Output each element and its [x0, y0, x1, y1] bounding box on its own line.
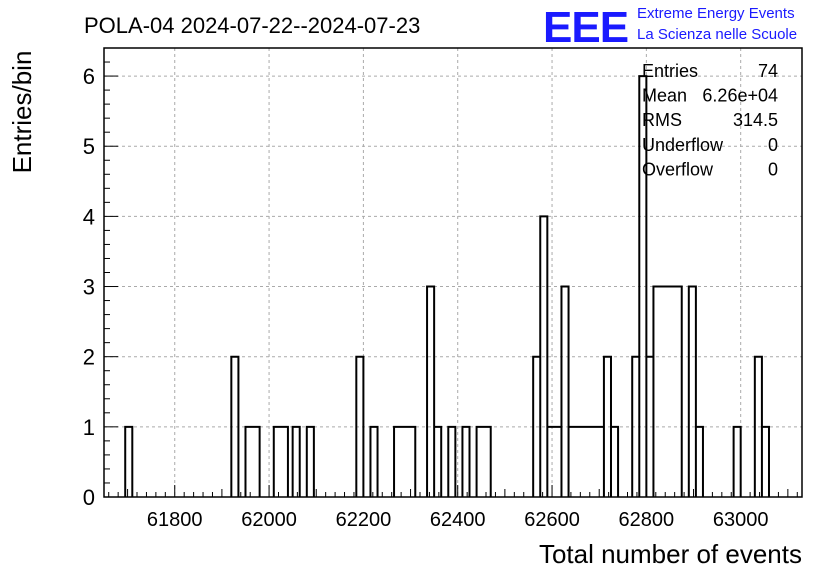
histogram-bin	[547, 427, 561, 497]
stats-value: 0	[768, 159, 778, 179]
logo-line-1: Extreme Energy Events	[637, 5, 795, 22]
histogram-bin	[561, 287, 568, 497]
stats-value: 74	[758, 61, 778, 81]
histogram-bin	[231, 357, 238, 497]
histogram-bin	[370, 427, 377, 497]
histogram-bin	[755, 357, 762, 497]
histogram-bin	[533, 357, 540, 497]
histogram-bin	[696, 427, 703, 497]
x-tick-label: 62400	[430, 509, 486, 531]
stats-label: Overflow	[642, 159, 714, 179]
y-axis-label: Entries/bin	[7, 51, 37, 174]
histogram-bars	[124, 75, 770, 497]
histogram-bin	[394, 427, 415, 497]
stats-value: 314.5	[733, 110, 778, 130]
histogram-bin	[762, 427, 769, 497]
y-tick-label: 2	[83, 345, 95, 370]
histogram-bin	[462, 427, 469, 497]
stats-label: Underflow	[642, 135, 724, 155]
x-tick-label: 61800	[147, 509, 203, 531]
x-tick-label: 62800	[619, 509, 675, 531]
x-tick-label: 63000	[713, 509, 769, 531]
histogram-bin	[689, 287, 696, 497]
x-tick-label: 62200	[336, 509, 392, 531]
logo-mark: EEE	[543, 3, 628, 52]
histogram-bin	[448, 427, 455, 497]
x-axis-label: Total number of events	[539, 539, 802, 569]
histogram-bin	[632, 357, 639, 497]
histogram-bin	[307, 427, 314, 497]
histogram-bin	[604, 357, 611, 497]
histogram-outline	[124, 75, 770, 497]
histogram-bin	[611, 427, 618, 497]
stats-value: 0	[768, 135, 778, 155]
axes: 61800 62000 62200 62400 62600 62800 63000 0 1 2 3 4…	[83, 47, 803, 531]
histogram-bin	[569, 427, 604, 497]
histogram-bin	[245, 427, 259, 497]
x-tick-label: 62600	[524, 509, 580, 531]
histogram-bin	[427, 287, 434, 497]
stats-box: Entries 74 Mean 6.26e+04 RMS 314.5 Underflow 0 O…	[642, 61, 778, 179]
histogram-bin	[646, 357, 653, 497]
y-tick-label: 3	[83, 275, 95, 300]
y-tick-label: 5	[83, 134, 95, 159]
histogram-bin	[477, 427, 491, 497]
histogram-bin	[540, 216, 547, 497]
histogram-bin	[125, 427, 132, 497]
histogram-bin	[293, 427, 300, 497]
stats-value: 6.26e+04	[702, 86, 778, 106]
y-tick-label: 6	[83, 64, 95, 89]
histogram-bin	[434, 427, 441, 497]
histogram-bin	[274, 427, 288, 497]
y-tick-label: 1	[83, 415, 95, 440]
y-tick-label: 4	[83, 204, 95, 229]
eee-logo: EEE Extreme Energy Events La Scienza nel…	[543, 3, 797, 52]
histogram-bin	[653, 287, 681, 497]
stats-label: Entries	[642, 61, 698, 81]
histogram-bin	[734, 427, 741, 497]
stats-label: RMS	[642, 110, 682, 130]
logo-line-2: La Scienza nelle Scuole	[637, 26, 797, 43]
y-tick-label: 0	[83, 485, 95, 510]
x-tick-label: 62000	[241, 509, 297, 531]
histogram-bin	[356, 357, 363, 497]
stats-label: Mean	[642, 86, 687, 106]
chart-title: POLA-04 2024-07-22--2024-07-23	[84, 13, 420, 38]
